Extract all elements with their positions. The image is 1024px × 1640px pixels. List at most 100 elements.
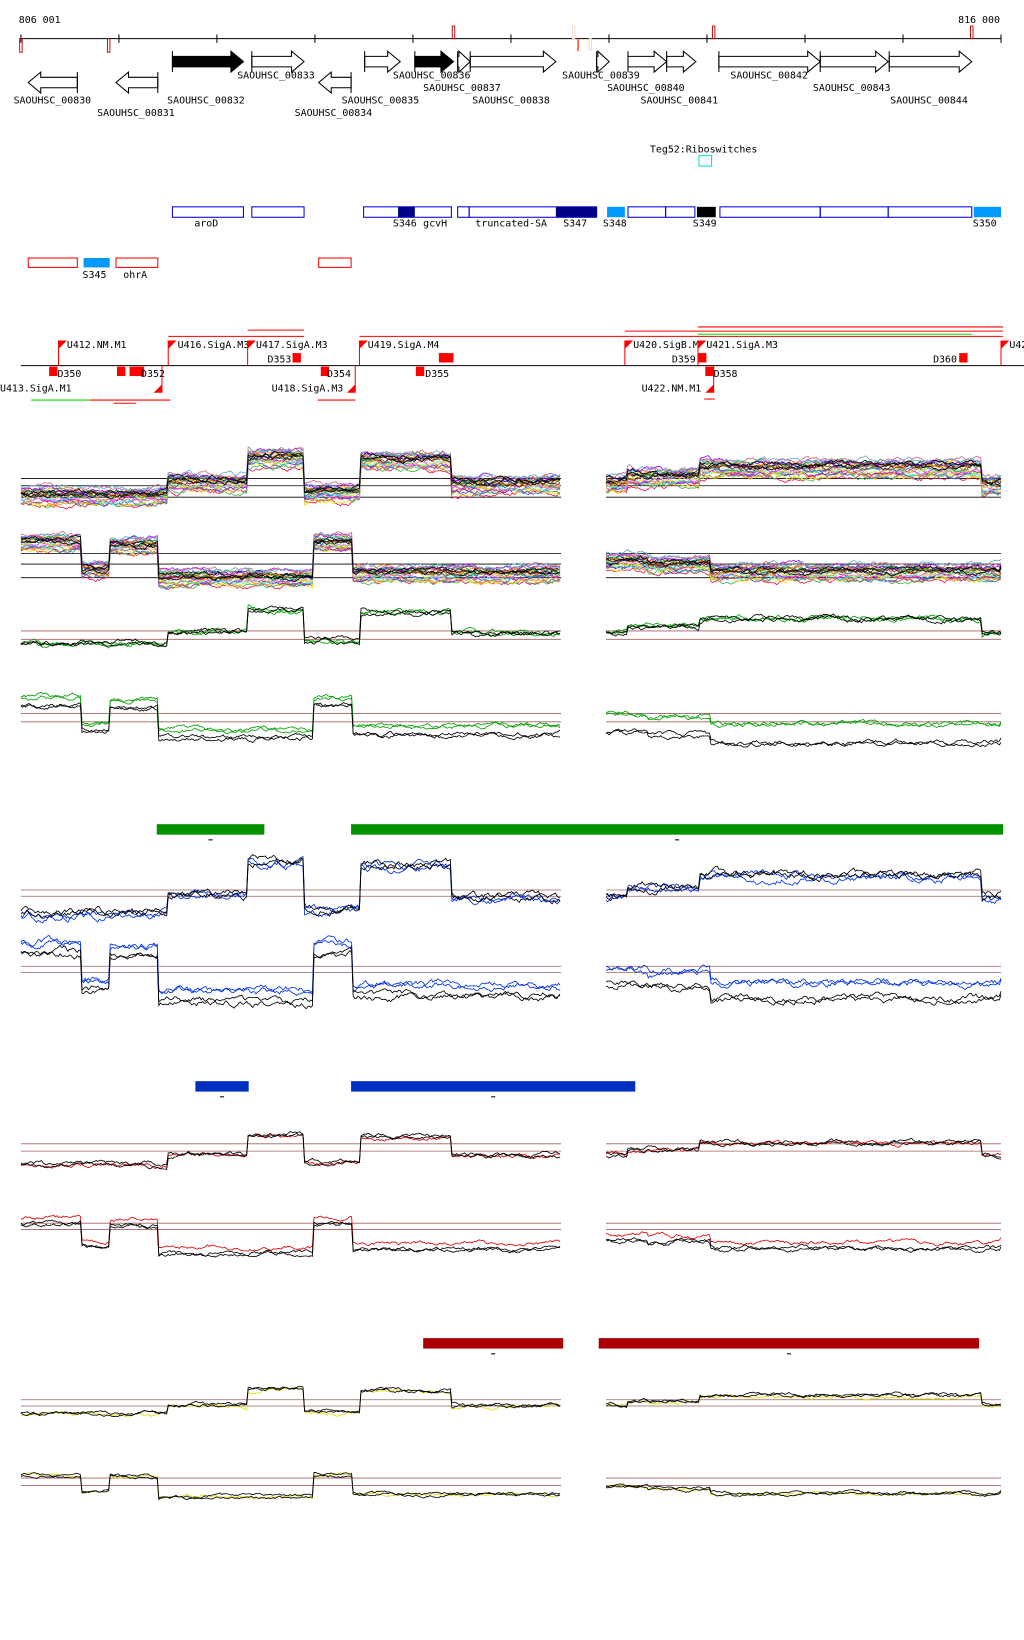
tss-flag-icon[interactable]: [58, 340, 67, 349]
gene-label: SAOUHSC_00835: [342, 95, 420, 106]
gene-arrow-icon[interactable]: [251, 50, 305, 74]
tss-flag-icon[interactable]: [153, 384, 162, 393]
feature-box-filled[interactable]: [83, 258, 110, 268]
feature-box[interactable]: [627, 206, 667, 218]
expression-trace: [605, 982, 1002, 1006]
tss-label: U420.SigB.M: [633, 340, 699, 351]
tss-flag-icon[interactable]: [705, 384, 714, 393]
gene-saouhsc_00834[interactable]: SAOUHSC_00834: [295, 70, 373, 119]
gene-arrow-icon[interactable]: [317, 70, 352, 95]
read-marker: [19, 38, 23, 53]
expression-trace: [605, 867, 1002, 902]
gene-saouhsc_00830[interactable]: SAOUHSC_00830: [14, 70, 92, 106]
condition-region-bar[interactable]: [423, 1338, 564, 1349]
gene-saouhsc_00833[interactable]: SAOUHSC_00833: [237, 50, 315, 81]
expression-trace: [605, 710, 1002, 728]
expression-trace: [605, 865, 1002, 899]
gene-arrow-icon[interactable]: [115, 70, 159, 95]
feature-box-minus[interactable]: [115, 257, 159, 268]
gene-arrow-icon[interactable]: [364, 50, 402, 74]
processing-site-box[interactable]: [445, 353, 454, 363]
feature-box-filled[interactable]: [607, 206, 625, 218]
tss-flag-icon[interactable]: [168, 340, 177, 349]
gene-saouhsc_00844[interactable]: SAOUHSC_00844: [888, 50, 973, 106]
gene-saouhsc_00839[interactable]: SAOUHSC_00839: [562, 49, 640, 81]
gene-saouhsc_00842[interactable]: SAOUHSC_00842: [718, 50, 822, 81]
gene-arrow-icon[interactable]: [627, 50, 668, 74]
gene-arrow-icon[interactable]: [27, 70, 78, 95]
tss-flag-icon[interactable]: [697, 340, 707, 349]
gene-arrow-icon[interactable]: [666, 50, 697, 74]
processing-site-box[interactable]: [959, 353, 968, 363]
tss-flag-icon[interactable]: [247, 340, 256, 349]
processing-site-box[interactable]: [705, 366, 714, 377]
ruler-end-label: 816 000: [958, 15, 1000, 26]
expression-trace: [605, 1237, 1002, 1251]
feature-box[interactable]: [719, 206, 821, 218]
expression-trace: [20, 450, 561, 496]
tss-flag-icon[interactable]: [346, 384, 356, 393]
gene-saouhsc_00835[interactable]: SAOUHSC_00835: [342, 50, 420, 106]
feature-box[interactable]: [665, 206, 696, 218]
feature-box-filled[interactable]: [696, 206, 716, 218]
condition-region-bar[interactable]: [598, 1338, 980, 1349]
gene-saouhsc_00841[interactable]: SAOUHSC_00841: [641, 50, 719, 106]
gene-arrow-icon[interactable]: [457, 49, 471, 74]
gene-arrow-icon[interactable]: [414, 50, 455, 74]
tss-label: U412.NM.M1: [67, 340, 127, 351]
gene-label: SAOUHSC_00831: [97, 108, 175, 119]
feature-box[interactable]: [457, 206, 470, 218]
gene-arrow-icon[interactable]: [888, 50, 973, 74]
feature-box[interactable]: [171, 206, 244, 218]
processing-site-box[interactable]: [697, 353, 707, 363]
feature-box-filled[interactable]: [555, 206, 597, 218]
feature-box-filled[interactable]: [398, 206, 415, 218]
processing-site-box[interactable]: [49, 366, 58, 377]
gene-saouhsc_00831[interactable]: SAOUHSC_00831: [97, 70, 175, 119]
condition-region-bar[interactable]: [156, 824, 265, 835]
processing-site-box[interactable]: [117, 366, 126, 377]
condition-region-bar[interactable]: [351, 1081, 636, 1092]
processing-site-box[interactable]: [415, 366, 425, 377]
feature-box-minus[interactable]: [318, 257, 352, 268]
riboswitch-box[interactable]: [698, 155, 713, 167]
feature-label: S345: [83, 270, 107, 281]
feature-box-minus[interactable]: [27, 257, 78, 268]
processing-site-box[interactable]: [320, 366, 330, 377]
gene-arrow-icon[interactable]: [819, 50, 889, 74]
processing-site-box[interactable]: [135, 366, 145, 377]
expression-trace: [20, 855, 561, 923]
expression-trace: [20, 937, 561, 997]
feature-label: truncated-SA: [475, 219, 547, 230]
processing-site-box[interactable]: [438, 353, 448, 363]
tss-flag-icon[interactable]: [624, 340, 634, 349]
expression-trace: [20, 450, 561, 498]
expression-trace: [605, 560, 1002, 579]
gene-saouhsc_00840[interactable]: SAOUHSC_00840: [607, 50, 685, 94]
gene-arrow-icon[interactable]: [469, 50, 557, 74]
feature-label: S347: [563, 219, 587, 230]
read-marker: [711, 25, 716, 40]
tss-flag-icon[interactable]: [359, 340, 368, 349]
gene-saouhsc_00836[interactable]: SAOUHSC_00836: [393, 50, 471, 81]
feature-box[interactable]: [887, 206, 973, 218]
feature-label: S348: [603, 219, 627, 230]
gene-saouhsc_00838[interactable]: SAOUHSC_00838: [469, 50, 557, 106]
feature-box-filled[interactable]: [973, 206, 1002, 218]
gene-saouhsc_00837[interactable]: SAOUHSC_00837: [423, 49, 501, 94]
processing-site-box[interactable]: [129, 366, 138, 377]
processing-site-box[interactable]: [292, 353, 301, 363]
gene-arrow-icon[interactable]: [718, 50, 822, 74]
condition-region-bar[interactable]: [351, 824, 1004, 835]
condition-region-bar[interactable]: [195, 1081, 249, 1092]
gene-saouhsc_00832[interactable]: SAOUHSC_00832: [167, 50, 245, 106]
feature-box[interactable]: [819, 206, 889, 218]
gene-arrow-icon[interactable]: [596, 49, 610, 74]
expression-trace: [605, 965, 1002, 989]
feature-box[interactable]: [251, 206, 305, 218]
expression-trace: [605, 980, 1002, 1006]
gene-saouhsc_00843[interactable]: SAOUHSC_00843: [813, 50, 891, 94]
expression-trace: [605, 465, 1002, 490]
tss-flag-icon[interactable]: [1001, 340, 1010, 349]
gene-arrow-icon[interactable]: [171, 50, 245, 74]
